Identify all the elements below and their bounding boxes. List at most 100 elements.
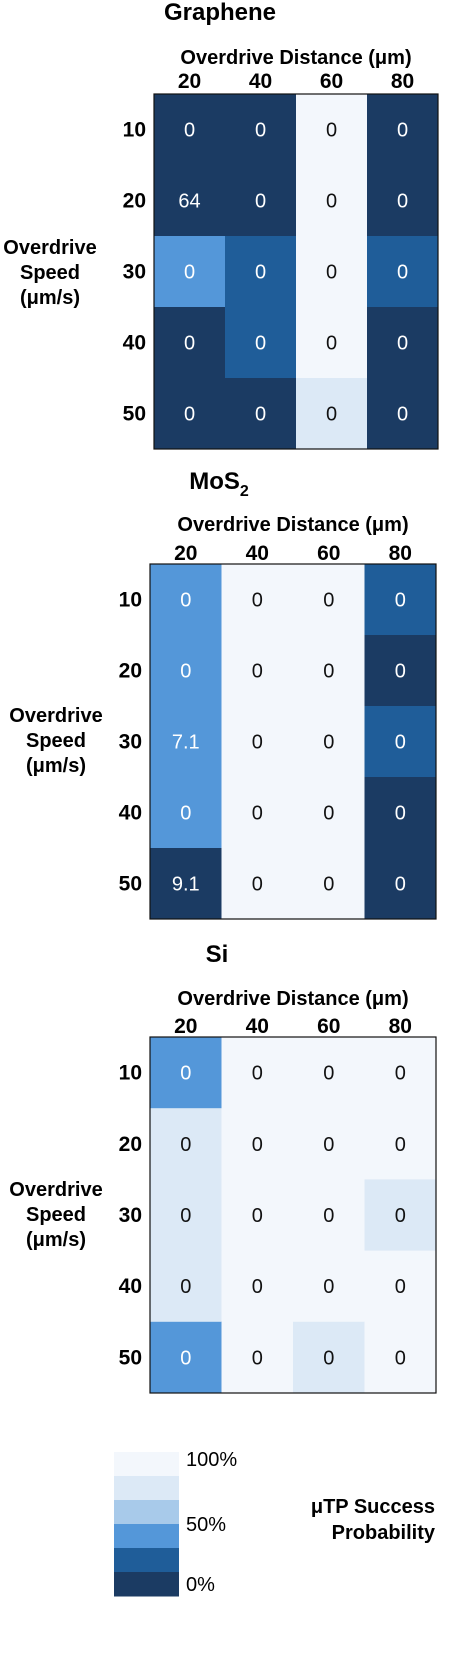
y-axis-title-line: Speed: [26, 1204, 86, 1226]
heatmap-cell: [364, 564, 437, 636]
cell-value-label: 0: [323, 874, 334, 896]
heatmap-frame: [149, 563, 437, 920]
x-tick-label: 20: [174, 1015, 197, 1038]
cell-value-label: 0: [180, 1347, 191, 1369]
heatmap-cell: [293, 564, 365, 636]
heatmap-cell: [150, 1108, 222, 1180]
y-tick-label: 40: [119, 802, 142, 825]
cell-value-label: 0: [255, 333, 266, 355]
cell-value-label: 0: [395, 1134, 406, 1156]
x-axis-title: Overdrive Distance (μm): [177, 988, 408, 1010]
heatmap-cell: [150, 1037, 222, 1109]
cell-value-label: 0: [395, 1063, 406, 1085]
cell-value-label: 0: [395, 732, 406, 754]
heatmap-cell: [221, 848, 294, 920]
heatmap-cell: [150, 564, 222, 636]
cell-value-label: 0: [180, 1276, 191, 1298]
heatmap-cell: [367, 307, 439, 379]
heatmap-cell: [221, 1179, 294, 1252]
cell-value-label: 0: [255, 404, 266, 426]
panel-title: MoS2: [189, 468, 249, 500]
heatmap-cell: [364, 1250, 437, 1323]
y-tick-label: 20: [119, 1133, 142, 1156]
cell-value-label: 7.1: [172, 732, 200, 754]
cell-value-label: 0: [180, 1134, 191, 1156]
heatmap-cell: [364, 777, 437, 849]
legend-swatch: [114, 1548, 179, 1573]
legend-tick-label: 50%: [186, 1514, 226, 1536]
heatmap-cell: [221, 777, 294, 849]
cell-value-label: 0: [252, 1276, 263, 1298]
heatmap-cell: [293, 706, 365, 778]
y-tick-label: 50: [119, 873, 142, 896]
heatmap-cell: [154, 94, 226, 166]
y-axis-title-line: Overdrive: [9, 705, 102, 727]
panel-title-text: MoS: [189, 468, 240, 495]
heatmap-cell: [221, 1108, 294, 1180]
cell-value-label: 0: [252, 874, 263, 896]
heatmap-cell: [293, 848, 365, 920]
y-tick-label: 40: [123, 332, 146, 355]
heatmap-cell: [225, 165, 297, 237]
y-axis-title-line: (μm/s): [20, 287, 80, 309]
heatmap-cell: [221, 1321, 294, 1394]
cell-value-label: 0: [326, 120, 337, 142]
heatmap-cell: [221, 635, 294, 707]
y-tick-label: 30: [119, 731, 142, 754]
cell-value-label: 0: [184, 404, 195, 426]
legend-tick-label: 100%: [186, 1449, 237, 1471]
y-tick-label: 20: [123, 190, 146, 213]
y-axis-title-line: Overdrive: [3, 237, 96, 259]
y-axis-title-line: Overdrive: [9, 1179, 102, 1201]
x-tick-label: 60: [320, 70, 343, 93]
cell-value-label: 0: [395, 661, 406, 683]
heatmap-cell: [221, 1250, 294, 1323]
heatmap-cell: [154, 307, 226, 379]
y-tick-label: 10: [119, 1062, 142, 1085]
x-tick-label: 80: [391, 70, 414, 93]
heatmap-cell: [364, 1321, 437, 1394]
cell-value-label: 0: [184, 120, 195, 142]
x-tick-label: 60: [317, 1015, 340, 1038]
panel-title: Si: [206, 941, 229, 968]
heatmap-cell: [364, 848, 437, 920]
y-tick-label: 10: [123, 119, 146, 142]
cell-value-label: 0: [397, 262, 408, 284]
legend-swatch: [114, 1572, 179, 1597]
panel-title-text: Graphene: [164, 0, 276, 26]
heatmap-cell: [296, 236, 368, 308]
heatmap-cell: [150, 1250, 222, 1323]
cell-value-label: 0: [180, 1205, 191, 1227]
x-tick-label: 80: [389, 1015, 412, 1038]
heatmap-frame: [153, 93, 439, 450]
cell-value-label: 0: [323, 732, 334, 754]
panel-title-subscript: 2: [240, 483, 249, 500]
x-tick-label: 20: [174, 542, 197, 565]
heatmap-cell: [154, 378, 226, 450]
cell-value-label: 0: [323, 1347, 334, 1369]
heatmap-cell: [364, 635, 437, 707]
cell-value-label: 0: [252, 803, 263, 825]
x-axis-title: Overdrive Distance (μm): [177, 514, 408, 536]
cell-value-label: 0: [323, 1205, 334, 1227]
heatmap-cell: [150, 1321, 222, 1394]
heatmap-cell: [367, 165, 439, 237]
cell-value-label: 0: [252, 1134, 263, 1156]
x-tick-label: 20: [178, 70, 201, 93]
heatmap-cell: [293, 777, 365, 849]
cell-value-label: 0: [255, 120, 266, 142]
cell-value-label: 0: [395, 1276, 406, 1298]
cell-value-label: 0: [252, 661, 263, 683]
legend-tick-label: 0%: [186, 1574, 215, 1596]
heatmap-cell: [150, 848, 222, 920]
y-axis-title-line: (μm/s): [26, 1229, 86, 1251]
heatmap-cell: [150, 1179, 222, 1252]
cell-value-label: 0: [323, 590, 334, 612]
cell-value-label: 0: [395, 803, 406, 825]
cell-value-label: 0: [397, 404, 408, 426]
cell-value-label: 0: [180, 1063, 191, 1085]
y-tick-label: 30: [123, 261, 146, 284]
y-axis-title-line: Speed: [26, 730, 86, 752]
cell-value-label: 0: [326, 404, 337, 426]
